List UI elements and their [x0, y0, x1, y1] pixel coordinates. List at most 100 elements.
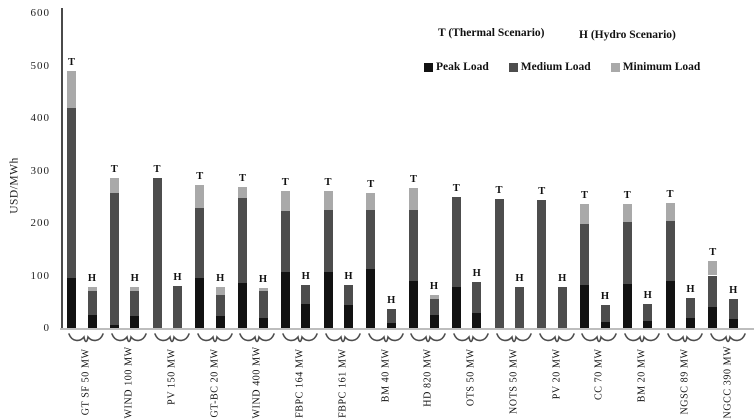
pair-brace: [709, 333, 746, 343]
y-tick-label: 300: [30, 164, 50, 177]
scenario-marker-T: T: [623, 189, 631, 201]
pair-brace: [538, 333, 575, 343]
bar-segment-medium: [515, 286, 524, 328]
category-label: PV 150 MW: [166, 348, 178, 405]
bar-segment-medium: [301, 284, 311, 304]
bar-segment-minimum: [665, 202, 675, 222]
bar-segment-peak: [258, 318, 268, 328]
bar-segment-peak: [386, 322, 396, 328]
scenario-marker-T: T: [110, 164, 118, 176]
scenario-marker-T: T: [153, 164, 161, 176]
bar-segment-medium: [258, 290, 268, 319]
scenario-marker-T: T: [281, 176, 289, 188]
bar-segment-medium: [665, 221, 675, 281]
legend-swatch-icon: [508, 62, 518, 72]
bar-segment-minimum: [195, 185, 205, 209]
bar-segment-medium: [366, 210, 376, 269]
bar-segment-medium: [429, 298, 439, 316]
scenario-marker-H: H: [344, 271, 353, 283]
pair-brace: [410, 333, 447, 343]
category-label: HD 820 MW: [422, 348, 434, 407]
bar-segment-medium: [173, 286, 182, 328]
pair-brace: [111, 333, 147, 343]
x-axis-line: [60, 328, 754, 330]
bar-segment-medium: [580, 223, 589, 285]
bar-segment-minimum: [366, 192, 376, 211]
y-tick-label: 200: [30, 217, 50, 229]
scenario-marker-T: T: [367, 178, 375, 190]
legend-label: Minimum Load: [622, 61, 701, 73]
scenario-marker-H: H: [686, 284, 695, 296]
bar-segment-medium: [728, 299, 738, 319]
y-axis-line: [61, 8, 63, 329]
bar-segment-peak: [643, 321, 653, 328]
bar-segment-medium: [494, 199, 504, 328]
scenario-marker-H: H: [173, 272, 182, 283]
pair-brace: [68, 333, 105, 343]
bar-segment-peak: [429, 315, 439, 328]
scenario-marker-T: T: [538, 185, 546, 197]
category-label: WIND 100 MW: [123, 346, 135, 419]
pair-brace: [666, 333, 703, 343]
pair-brace: [196, 333, 233, 343]
bar-segment-peak: [195, 278, 205, 328]
pair-brace: [324, 333, 361, 343]
scenario-marker-H: H: [515, 272, 524, 284]
thermal-scenario-note: T (Thermal Scenario): [438, 27, 545, 39]
bar-segment-peak: [344, 304, 353, 328]
bar-segment-peak: [708, 307, 718, 328]
scenario-marker-H: H: [558, 273, 567, 285]
pair-brace: [453, 333, 489, 343]
category-label: BM 40 MW: [380, 348, 391, 403]
scenario-marker-H: H: [643, 289, 652, 301]
bar-segment-peak: [600, 322, 610, 328]
bar-segment-medium: [386, 308, 396, 323]
scenario-marker-H: H: [600, 290, 610, 302]
scenario-marker-H: H: [387, 294, 396, 306]
bar-segment-peak: [87, 314, 97, 328]
legend-swatch-icon: [610, 62, 620, 72]
y-tick-label: 400: [30, 112, 50, 124]
category-label: FBPC 161 MW: [337, 348, 349, 418]
bar-segment-minimum: [215, 286, 225, 295]
bar-segment-minimum: [258, 288, 268, 291]
bar-segment-medium: [600, 304, 610, 323]
category-label: FBPC 164 MW: [294, 348, 306, 418]
scenario-marker-T: T: [324, 176, 332, 188]
scenario-marker-H: H: [258, 274, 268, 286]
y-tick-label: 0: [43, 322, 50, 334]
scenario-marker-H: H: [429, 280, 439, 292]
bar-segment-peak: [409, 281, 418, 328]
bar-segment-minimum: [87, 287, 97, 292]
scenario-marker-T: T: [580, 189, 588, 201]
bar-segment-medium: [215, 294, 225, 317]
bar-segment-medium: [344, 285, 353, 305]
category-label: OTS 50 MW: [465, 348, 477, 407]
bar-segment-peak: [301, 303, 311, 328]
bar-segment-minimum: [67, 70, 76, 108]
bar-segment-peak: [238, 283, 247, 328]
hydro-scenario-note: H (Hydro Scenario): [579, 29, 676, 41]
category-label: GT SF 50 MW: [80, 348, 92, 416]
bar-segment-minimum: [622, 203, 632, 223]
bar-segment-peak: [686, 318, 695, 328]
bar-segment-peak: [366, 268, 376, 328]
pair-brace: [367, 333, 404, 343]
bar-segment-medium: [472, 282, 482, 313]
legend-item-medium-load: Medium Load: [508, 61, 591, 73]
scenario-marker-T: T: [196, 171, 204, 183]
bar-segment-minimum: [323, 190, 333, 211]
scenario-marker-T: T: [67, 56, 75, 68]
legend-swatch-icon: [424, 62, 433, 72]
bar-segment-peak: [665, 280, 675, 328]
bar-segment-medium: [643, 303, 653, 322]
bar-segment-minimum: [280, 190, 290, 211]
scenario-marker-H: H: [130, 273, 139, 285]
bar-segment-medium: [686, 298, 695, 318]
scenario-marker-H: H: [472, 268, 481, 280]
bar-segment-peak: [109, 325, 119, 328]
scenario-marker-T: T: [495, 185, 503, 197]
scenario-marker-H: H: [216, 272, 225, 284]
scenario-marker-T: T: [709, 246, 717, 258]
